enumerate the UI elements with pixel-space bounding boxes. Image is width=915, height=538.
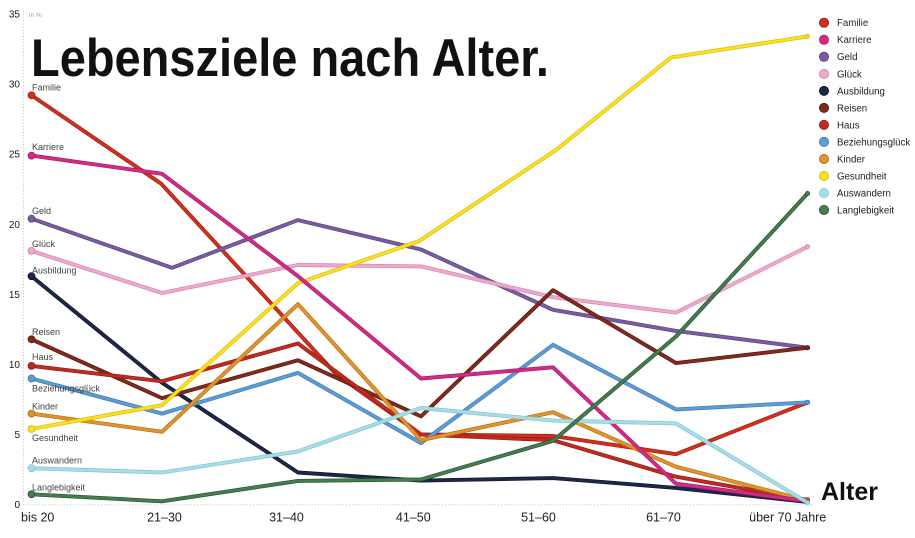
svg-text:41–50: 41–50	[396, 511, 431, 525]
svg-text:Beziehungsglück: Beziehungsglück	[837, 137, 910, 148]
svg-text:Familie: Familie	[32, 83, 61, 93]
svg-text:Familie: Familie	[837, 18, 868, 29]
svg-text:61–70: 61–70	[646, 511, 681, 525]
svg-text:Glück: Glück	[32, 239, 56, 249]
svg-text:35: 35	[9, 10, 21, 21]
svg-text:Langlebigkeit: Langlebigkeit	[837, 205, 894, 216]
svg-text:30: 30	[9, 80, 21, 91]
svg-text:Glück: Glück	[837, 69, 862, 80]
svg-text:über 70 Jahre: über 70 Jahre	[749, 511, 826, 525]
svg-text:Haus: Haus	[32, 352, 54, 362]
svg-text:Langlebigkeit: Langlebigkeit	[32, 482, 86, 492]
svg-text:Kinder: Kinder	[32, 402, 58, 412]
svg-text:Kinder: Kinder	[837, 154, 866, 165]
svg-text:Haus: Haus	[837, 120, 860, 131]
svg-text:15: 15	[9, 290, 21, 301]
svg-text:Gesundheit: Gesundheit	[837, 171, 887, 182]
svg-text:Lebensziele nach Alter.: Lebensziele nach Alter.	[31, 29, 549, 88]
svg-text:Auswandern: Auswandern	[32, 455, 82, 465]
svg-text:Reisen: Reisen	[837, 103, 867, 114]
svg-text:Reisen: Reisen	[32, 327, 60, 337]
svg-text:Karriere: Karriere	[837, 35, 871, 46]
svg-text:Alter: Alter	[821, 478, 878, 506]
svg-text:Ausbildung: Ausbildung	[837, 86, 885, 97]
svg-text:bis 20: bis 20	[21, 511, 54, 525]
svg-text:Karriere: Karriere	[32, 142, 64, 152]
svg-text:5: 5	[14, 430, 20, 441]
svg-text:10: 10	[9, 360, 21, 371]
svg-text:0: 0	[14, 500, 20, 511]
svg-text:Beziehungsglück: Beziehungsglück	[32, 384, 101, 394]
svg-text:Ausbildung: Ausbildung	[32, 266, 77, 276]
svg-text:21–30: 21–30	[147, 511, 182, 525]
svg-text:31–40: 31–40	[269, 511, 304, 525]
svg-text:Gesundheit: Gesundheit	[32, 433, 79, 443]
svg-text:Auswandern: Auswandern	[837, 188, 891, 199]
svg-text:Geld: Geld	[32, 206, 51, 216]
svg-text:25: 25	[9, 150, 21, 161]
svg-text:20: 20	[9, 220, 21, 231]
svg-text:Geld: Geld	[837, 52, 857, 63]
svg-text:51–60: 51–60	[521, 511, 556, 525]
svg-text:in %: in %	[29, 12, 42, 19]
